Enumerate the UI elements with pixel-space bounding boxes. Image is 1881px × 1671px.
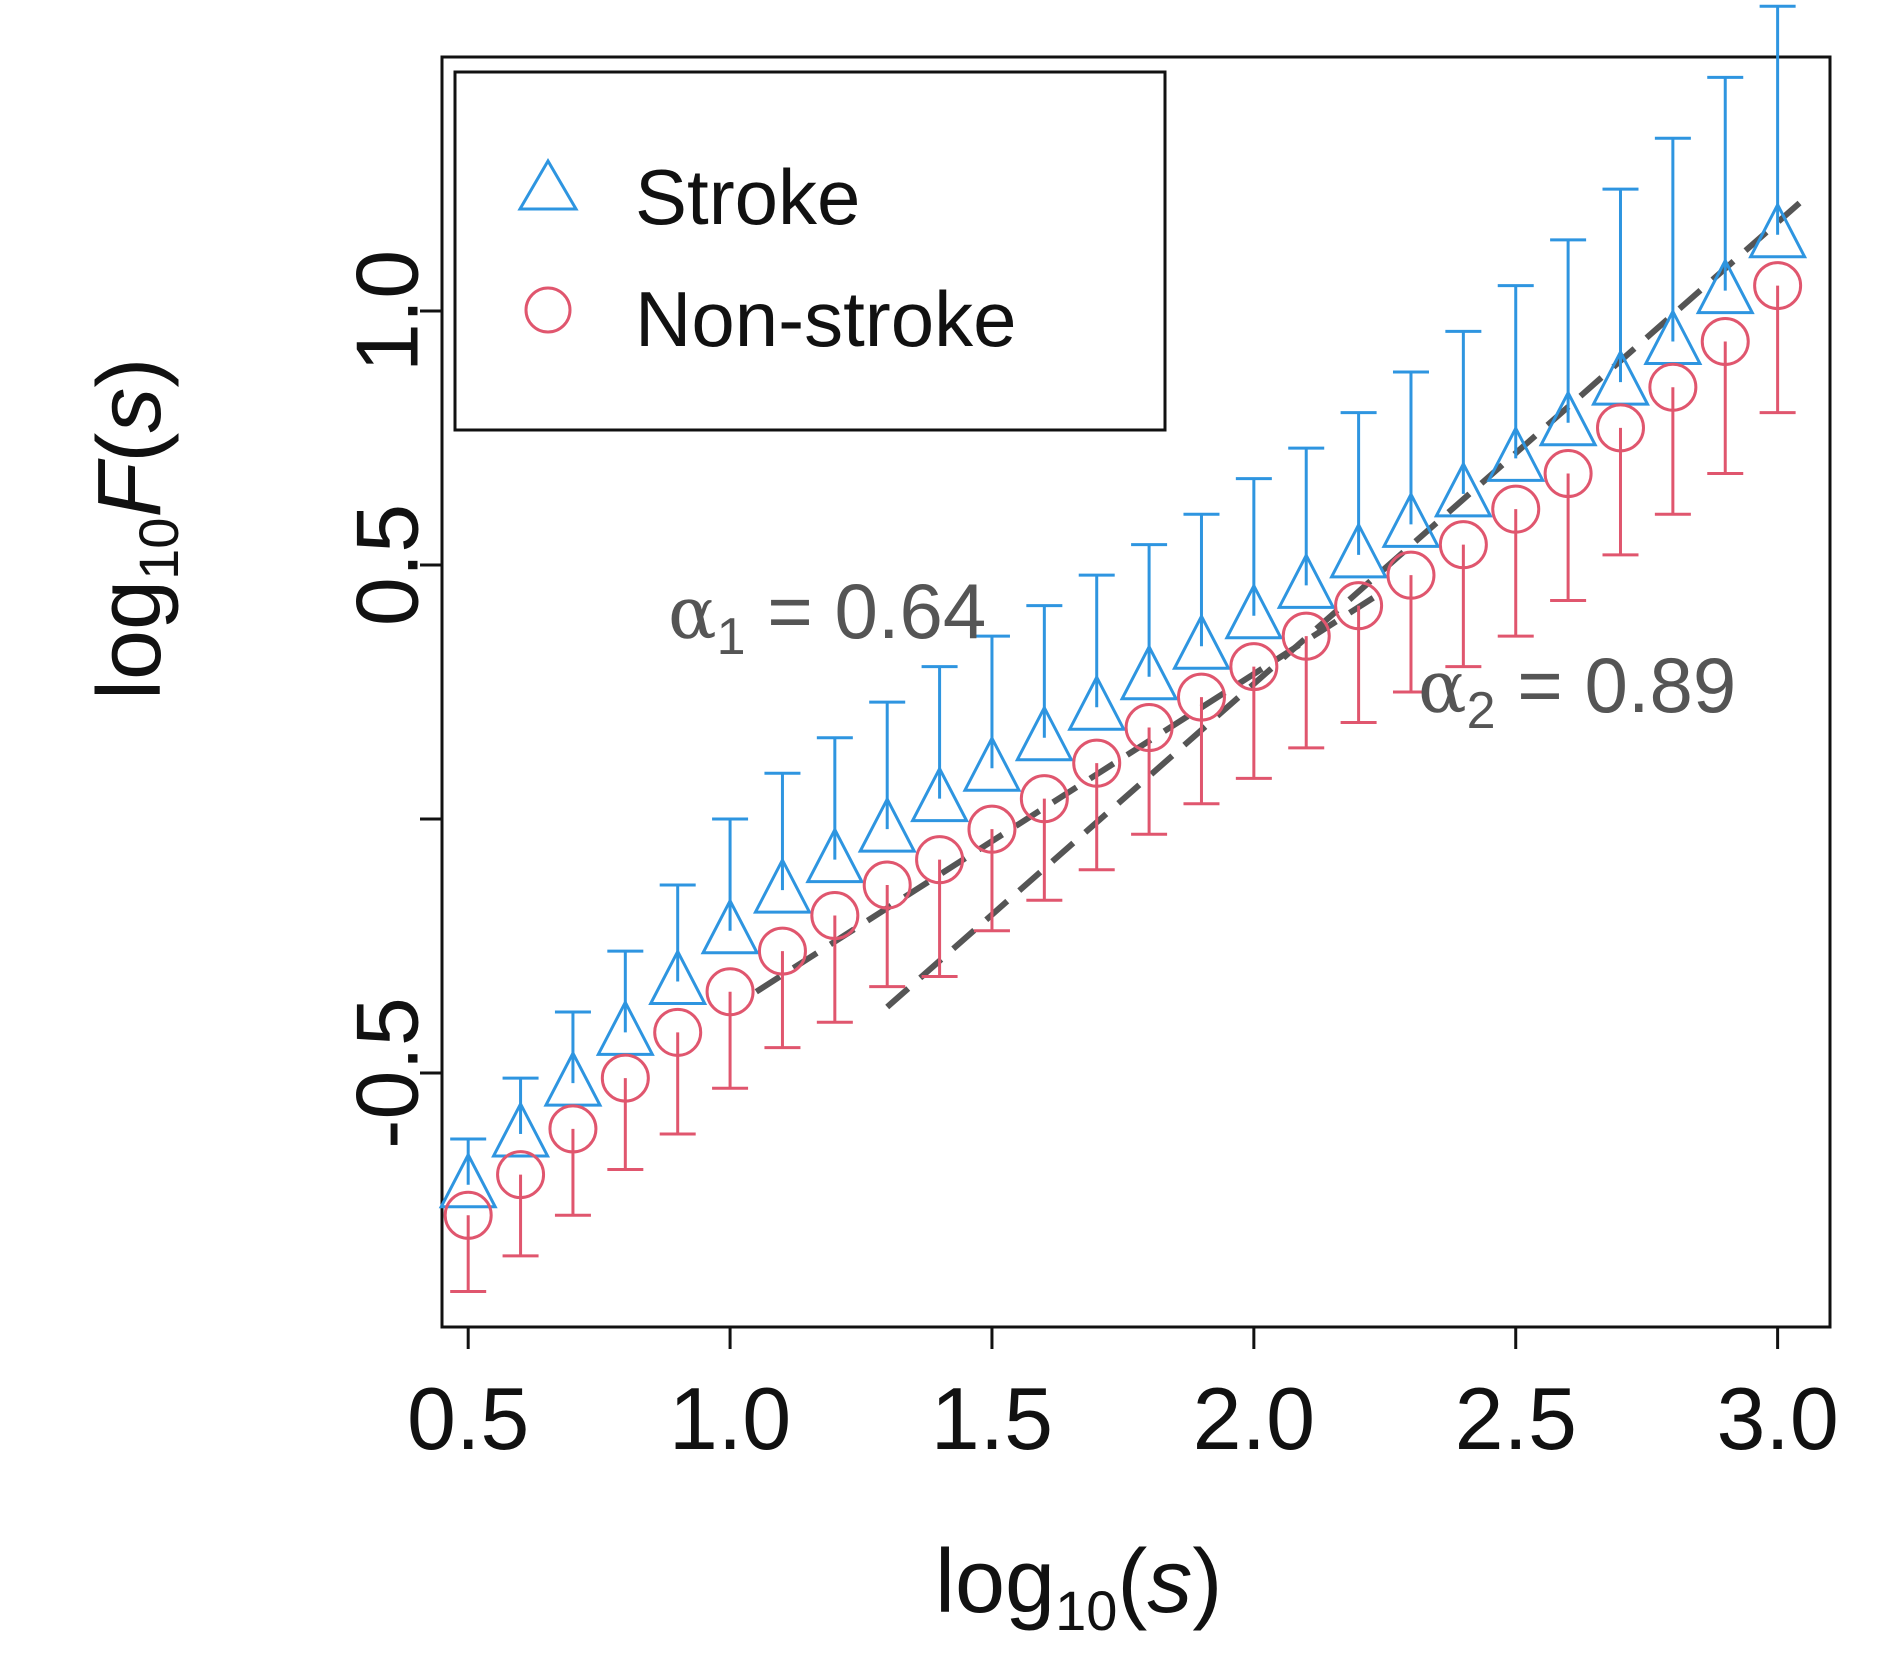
alpha1-subscript: 1: [717, 608, 746, 666]
legend: Stroke Non-stroke: [453, 70, 1167, 432]
y-tick-label: 0.5: [338, 504, 437, 626]
x-tick-label: 0.5: [407, 1369, 529, 1468]
stroke-point: [1014, 704, 1074, 762]
stroke-point: [1433, 460, 1493, 518]
y-title-fn: F: [80, 458, 180, 518]
nonstroke-point: [967, 804, 1017, 854]
nonstroke-point: [1334, 581, 1384, 631]
stroke-point: [1538, 389, 1598, 447]
x-title-close: ): [1192, 1532, 1222, 1632]
y-tick-label: 1.0: [338, 250, 437, 372]
alpha2-symbol: α: [1418, 645, 1467, 729]
y-title-sub: 10: [127, 518, 190, 580]
stroke-point: [962, 734, 1022, 792]
nonstroke-point: [496, 1150, 546, 1200]
stroke-point: [752, 856, 812, 914]
x-tick-label: 3.0: [1716, 1369, 1838, 1468]
x-tick-label: 2.0: [1193, 1369, 1315, 1468]
y-title-var: s: [80, 388, 180, 433]
y-axis: -0.5 0.5 1.0: [338, 250, 444, 1149]
y-tick-label: -0.5: [338, 997, 437, 1149]
stroke-point: [1276, 552, 1336, 609]
stroke-point: [1748, 201, 1808, 259]
nonstroke-point: [1438, 520, 1488, 570]
stroke-point: [1119, 643, 1179, 701]
alpha1-symbol: α: [668, 571, 717, 655]
nonstroke-point: [705, 967, 755, 1017]
nonstroke-point: [653, 1007, 703, 1057]
nonstroke-point: [443, 1190, 493, 1240]
stroke-point: [491, 1100, 551, 1158]
y-axis-title: log10F(s): [80, 358, 190, 700]
nonstroke-point: [1700, 316, 1750, 366]
legend-box: [453, 70, 1167, 432]
nonstroke-point: [1648, 362, 1698, 412]
x-title-base: log: [935, 1532, 1055, 1632]
nonstroke-point: [1229, 642, 1279, 692]
y-title-close: ): [80, 358, 180, 388]
alpha1-annotation: α1 = 0.64: [668, 567, 986, 666]
fit-line-alpha2: [885, 196, 1806, 1010]
x-axis-title: log10(s): [935, 1532, 1222, 1642]
stroke-point: [1695, 257, 1755, 315]
stroke-point: [1329, 521, 1389, 579]
x-tick-label: 1.5: [931, 1369, 1053, 1468]
x-title-open: (: [1117, 1532, 1147, 1632]
alpha2-value: = 0.89: [1496, 641, 1737, 729]
fit-line-alpha1: [754, 587, 1387, 995]
x-tick-label: 1.0: [669, 1369, 791, 1468]
nonstroke-point: [1019, 774, 1069, 824]
y-title-open: (: [80, 433, 180, 463]
stroke-point: [1381, 491, 1441, 548]
x-tick-label: 2.5: [1455, 1369, 1577, 1468]
nonstroke-point: [862, 860, 912, 910]
nonstroke-point: [1753, 261, 1803, 311]
alpha2-annotation: α2 = 0.89: [1418, 641, 1736, 740]
stroke-point: [857, 795, 917, 853]
stroke-point: [700, 897, 760, 955]
y-title-base: log: [80, 580, 180, 700]
nonstroke-point: [600, 1053, 650, 1103]
nonstroke-point: [757, 926, 807, 976]
legend-label-nonstroke: Non-stroke: [635, 275, 1016, 363]
nonstroke-point: [1543, 449, 1593, 499]
stroke-point: [1486, 425, 1546, 482]
x-title-var: s: [1147, 1532, 1192, 1632]
stroke-point: [910, 765, 970, 823]
nonstroke-point: [1072, 738, 1122, 788]
stroke-point: [805, 826, 865, 884]
nonstroke-point: [1281, 611, 1331, 661]
nonstroke-point: [1124, 703, 1174, 753]
alpha2-subscript: 2: [1467, 682, 1496, 740]
nonstroke-point: [1595, 403, 1645, 453]
legend-label-stroke: Stroke: [635, 153, 860, 241]
stroke-point: [1067, 673, 1127, 731]
stroke-point: [1224, 582, 1284, 640]
nonstroke-point: [548, 1104, 598, 1154]
stroke-point: [648, 948, 708, 1006]
nonstroke-point: [1491, 484, 1541, 534]
nonstroke-point: [1176, 672, 1226, 722]
x-axis: 0.5 1.0 1.5 2.0 2.5 3.0: [407, 1325, 1839, 1468]
legend-stroke-triangle-icon: [517, 158, 579, 211]
x-title-sub: 10: [1055, 1579, 1117, 1642]
nonstroke-point: [915, 835, 965, 885]
nonstroke-point: [1386, 550, 1436, 600]
stroke-point: [438, 1151, 498, 1209]
legend-nonstroke-circle-icon: [524, 286, 572, 334]
nonstroke-point: [810, 891, 860, 941]
stroke-point: [1172, 613, 1231, 670]
data-markers: [438, 201, 1808, 1240]
alpha1-value: = 0.64: [746, 567, 987, 655]
fit-lines: [754, 196, 1806, 1010]
